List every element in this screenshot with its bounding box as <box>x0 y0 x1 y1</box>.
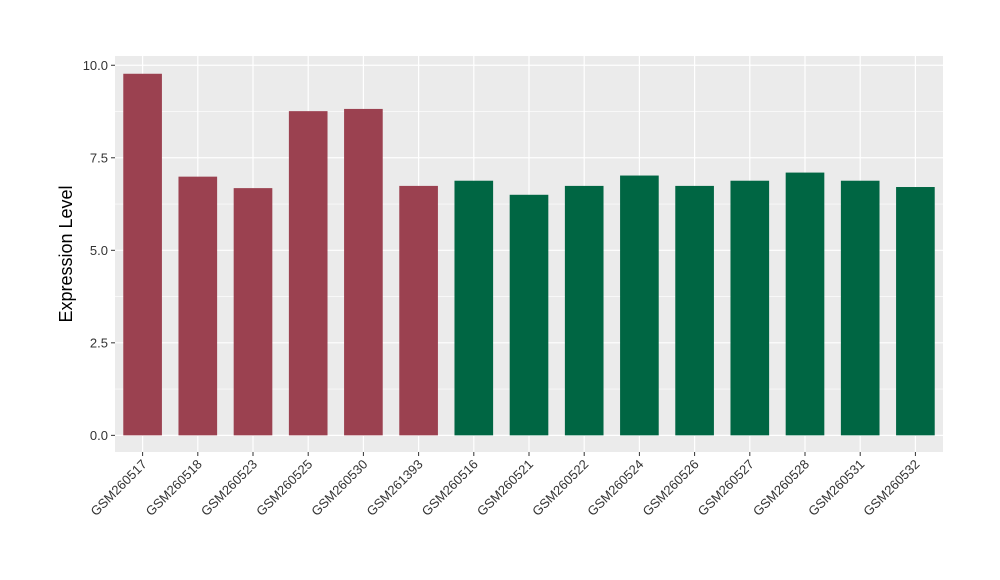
y-tick-label: 7.5 <box>90 150 108 165</box>
bars <box>123 73 935 436</box>
y-tick-label: 5.0 <box>90 243 108 258</box>
x-tick-label: GSM260517 <box>87 457 149 519</box>
x-axis: GSM260517GSM260518GSM260523GSM260525GSM2… <box>87 452 923 519</box>
bar-GSM260531 <box>840 180 880 436</box>
x-tick-label: GSM260522 <box>529 457 591 519</box>
bar-GSM260516 <box>454 180 494 436</box>
x-tick-label: GSM260531 <box>805 457 867 519</box>
x-tick-label: GSM260532 <box>860 457 922 519</box>
bar-GSM260517 <box>123 73 162 436</box>
bar-GSM260526 <box>675 185 714 436</box>
bar-GSM260521 <box>509 194 549 436</box>
x-tick-label: GSM260521 <box>474 457 536 519</box>
bar-GSM260518 <box>178 176 218 436</box>
bar-GSM260532 <box>896 187 935 436</box>
y-axis-title: Expression Level <box>56 185 76 322</box>
bar-GSM260522 <box>564 185 604 436</box>
x-tick-label: GSM260526 <box>639 457 701 519</box>
bar-GSM260524 <box>620 175 659 436</box>
bar-GSM260523 <box>233 188 273 436</box>
bar-GSM260525 <box>288 111 328 436</box>
bar-GSM260528 <box>785 172 825 436</box>
x-tick-label: GSM260530 <box>308 457 370 519</box>
x-tick-label: GSM260523 <box>198 457 260 519</box>
bar-GSM261393 <box>399 185 438 436</box>
y-tick-label: 2.5 <box>90 335 108 350</box>
bar-GSM260527 <box>730 180 770 436</box>
x-tick-label: GSM260524 <box>584 457 646 519</box>
y-tick-label: 0.0 <box>90 428 108 443</box>
bar-GSM260530 <box>344 108 383 436</box>
x-tick-label: GSM261393 <box>363 457 425 519</box>
x-tick-label: GSM260518 <box>143 457 205 519</box>
x-tick-label: GSM260528 <box>750 457 812 519</box>
y-axis: 0.0 2.5 5.0 7.5 10.0 <box>83 58 115 443</box>
x-tick-label: GSM260525 <box>253 457 315 519</box>
x-tick-label: GSM260527 <box>695 457 757 519</box>
x-tick-label: GSM260516 <box>419 457 481 519</box>
y-tick-label: 10.0 <box>83 58 108 73</box>
